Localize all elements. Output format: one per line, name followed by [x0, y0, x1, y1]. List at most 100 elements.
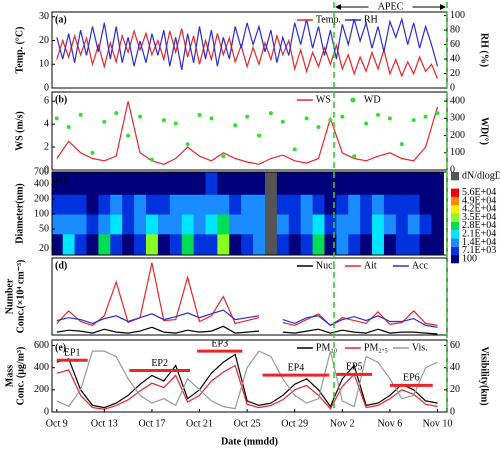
heat-cell [419, 194, 433, 215]
series-line [56, 325, 438, 335]
heat-cell [431, 172, 444, 195]
heat-cell [169, 214, 183, 235]
panel-label: (d) [55, 260, 67, 271]
heat-cell [193, 172, 206, 195]
heat-cell [336, 194, 349, 215]
heat-cell [98, 233, 111, 255]
x-tick-label: Oct 25 [234, 418, 261, 429]
y-tick-label: 20 [39, 243, 49, 254]
heat-cell [229, 233, 242, 255]
legend-label: WD [364, 94, 381, 105]
marker [209, 116, 214, 121]
heat-cell [431, 233, 444, 255]
marker [364, 121, 369, 126]
marker [328, 118, 333, 123]
series-line [56, 353, 438, 409]
x-axis-title: Date (mmdd) [221, 436, 278, 447]
heat-cell [122, 194, 135, 215]
heat-cell [276, 194, 290, 215]
colorbar-swatch [451, 196, 459, 206]
y-axis-title: Number [4, 278, 15, 314]
colorbar-label: 2.8E+04 [462, 220, 496, 231]
heat-cell [110, 194, 123, 215]
heat-cell [395, 233, 409, 255]
y2-tick-label: 0 [450, 164, 455, 175]
heat-cell [383, 233, 397, 255]
heat-cell [419, 214, 433, 235]
heat-cell [205, 172, 218, 195]
y2-tick-label: 200 [450, 130, 465, 141]
series-line [56, 16, 439, 71]
colorbar-swatch [451, 230, 459, 239]
y2-tick-label: 0 [450, 406, 455, 417]
marker [245, 114, 250, 119]
x-tick-label: Oct 29 [281, 418, 308, 429]
marker [185, 142, 190, 147]
x-tick-label: Nov 10 [423, 418, 453, 429]
colorbar-label: 4.2E+04 [462, 204, 496, 215]
episode-label: EP2 [151, 358, 168, 369]
heat-cell [264, 172, 278, 195]
colorbar-swatch [451, 188, 459, 197]
y2-tick-label: 100 [450, 10, 465, 21]
heat-cell [360, 233, 373, 255]
heat-cell [288, 194, 302, 215]
heat-cell [86, 233, 99, 255]
heat-cell [145, 233, 159, 255]
y-tick-label: 30 [39, 11, 49, 22]
heat-cell [229, 172, 242, 195]
marker [149, 157, 154, 162]
heat-cell [419, 172, 433, 195]
heat-cell [181, 214, 195, 235]
legend-label: WS [316, 94, 331, 105]
panel-frame [51, 11, 448, 89]
heat-cell [122, 214, 135, 235]
heat-cell [205, 194, 218, 215]
marker [399, 142, 404, 147]
legend-label: Vis. [412, 342, 428, 353]
heat-cell [217, 172, 230, 195]
heat-cell [98, 172, 111, 195]
heat-cell [383, 172, 397, 195]
series-line [56, 350, 438, 410]
heat-cell [74, 194, 88, 215]
y2-axis-title: WD(°) [479, 117, 490, 145]
heat-cell [145, 214, 159, 235]
heat-cell [300, 172, 314, 195]
heat-cell [62, 172, 76, 195]
heat-cell [110, 172, 123, 195]
heat-cell [157, 233, 171, 255]
marker [173, 121, 178, 126]
y2-axis-title: Visibility(km) [479, 346, 490, 405]
colorbar-swatch [451, 238, 459, 247]
heat-cell [348, 172, 361, 195]
y2-axis-title: RH (%) [479, 33, 490, 67]
heat-cell [264, 233, 278, 255]
legend-label: PM₁₀ [316, 342, 338, 353]
colorbar-swatch [451, 205, 459, 214]
heat-cell [336, 233, 349, 255]
heat-cell [383, 194, 397, 215]
x-tick-label: Oct 17 [138, 418, 165, 429]
heat-cell [407, 214, 421, 235]
y-axis-title: Mass [4, 365, 15, 387]
heat-cell [217, 194, 230, 215]
episode-label: EP4 [288, 362, 305, 373]
colorbar-title: dN/dlogDp [462, 170, 500, 181]
heat-cell [134, 172, 147, 195]
y-tick-label: 0 [44, 82, 49, 93]
heat-cell [181, 172, 195, 195]
y-tick-label: 6 [44, 95, 49, 106]
y-tick-label: 200 [34, 384, 49, 395]
legend-label: PM₂.₅ [364, 342, 388, 353]
heat-cell [193, 194, 206, 215]
marker [161, 118, 166, 123]
heat-cell [276, 233, 290, 255]
y-axis-title: Temp. (°C) [14, 27, 25, 74]
marker [304, 116, 309, 121]
heat-cell [395, 172, 409, 195]
marker [387, 116, 392, 121]
marker [340, 114, 345, 119]
y-tick-label: 2 [44, 141, 49, 152]
colorbar-label: 100 [462, 253, 477, 264]
